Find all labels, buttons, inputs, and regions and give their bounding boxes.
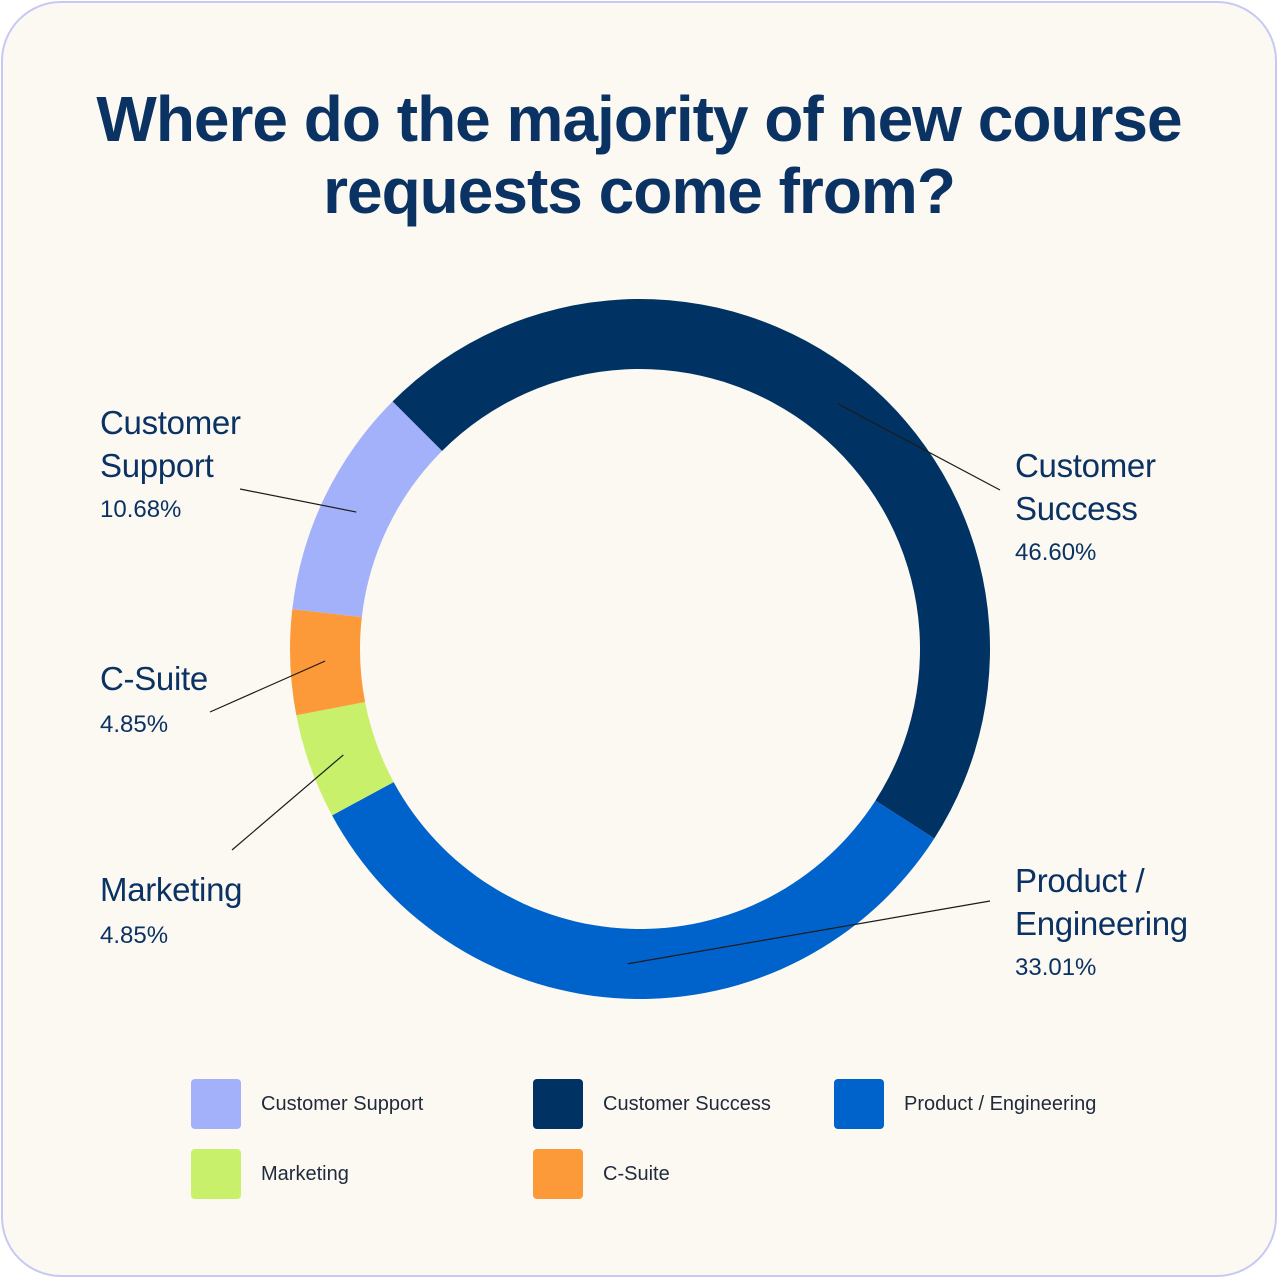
callout-c-suite-value: 4.85% [100, 711, 169, 738]
title-line-2: requests come from? [323, 155, 956, 227]
callout-customer-support-line-1: Customer [100, 404, 241, 441]
legend-label-customer-success: Customer Success [603, 1092, 771, 1115]
callout-customer-success-line-2: Success [1015, 490, 1138, 527]
callout-product-engineering: Product / Engineering [1015, 859, 1188, 945]
legend-item-customer-success: Customer Success [533, 1079, 771, 1129]
leader-line-c-suite [209, 660, 326, 713]
legend-item-product-engineering: Product / Engineering [834, 1079, 1096, 1129]
callout-product-engineering-value: 33.01% [1015, 954, 1097, 981]
callout-c-suite-line-1: C-Suite [100, 660, 208, 697]
callout-marketing-line-1: Marketing [100, 871, 243, 908]
legend-swatch-product-engineering [834, 1079, 884, 1129]
legend-label-c-suite: C-Suite [603, 1162, 670, 1185]
callout-customer-support: Customer Support [100, 401, 241, 487]
chart-title: Where do the majority of new course requ… [3, 83, 1275, 227]
legend-swatch-customer-support [191, 1079, 241, 1129]
title-line-1: Where do the majority of new course [96, 83, 1182, 155]
callout-customer-success-line-1: Customer [1015, 447, 1156, 484]
callout-c-suite: C-Suite [100, 657, 208, 700]
slice-product-engineering [332, 782, 935, 999]
slice-c-suite [290, 609, 366, 716]
legend-item-marketing: Marketing [191, 1149, 349, 1199]
callout-product-engineering-line-2: Engineering [1015, 905, 1188, 942]
legend-swatch-customer-success [533, 1079, 583, 1129]
leader-line-marketing [231, 754, 344, 851]
legend-swatch-marketing [191, 1149, 241, 1199]
callout-marketing: Marketing [100, 868, 243, 911]
legend-label-customer-support: Customer Support [261, 1092, 424, 1115]
legend-item-c-suite: C-Suite [533, 1149, 670, 1199]
leader-line-customer-success [837, 403, 1001, 491]
legend-swatch-c-suite [533, 1149, 583, 1199]
callout-customer-support-value: 10.68% [100, 496, 182, 523]
callout-customer-success: Customer Success [1015, 444, 1156, 530]
callout-customer-success-value: 46.60% [1015, 539, 1097, 566]
legend-label-marketing: Marketing [261, 1162, 349, 1185]
slice-customer-support [292, 401, 443, 618]
callout-customer-support-line-2: Support [100, 447, 214, 484]
legend-item-customer-support: Customer Support [191, 1079, 423, 1129]
leader-line-customer-support [239, 488, 357, 513]
slice-marketing [296, 702, 394, 816]
leader-line-product-engineering [627, 900, 991, 965]
callout-product-engineering-line-1: Product / [1015, 862, 1145, 899]
slice-customer-success [392, 298, 991, 839]
legend-label-product-engineering: Product / Engineering [904, 1092, 1097, 1115]
callout-marketing-value: 4.85% [100, 922, 169, 949]
